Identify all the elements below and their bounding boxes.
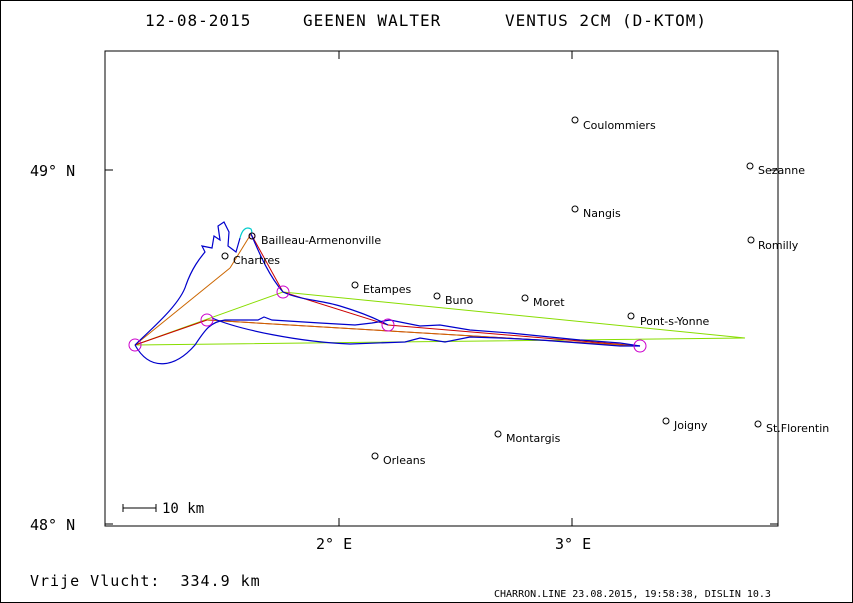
lat-label-48: 48° N xyxy=(30,516,75,534)
place-label-bailleau: Bailleau-Armenonville xyxy=(261,234,381,247)
lon-label-3: 3° E xyxy=(555,535,591,553)
place-label-orleans: Orleans xyxy=(383,454,426,467)
source-info: CHARRON.LINE 23.08.2015, 19:58:38, DISLI… xyxy=(494,589,771,600)
place-marker xyxy=(662,417,670,425)
lat-label-49: 49° N xyxy=(30,162,75,180)
place-label-montargis: Montargis xyxy=(506,432,561,445)
place-label-coulommiers: Coulommiers xyxy=(583,119,656,132)
place-marker xyxy=(571,116,579,124)
place-marker xyxy=(371,452,379,460)
scale-label: 10 km xyxy=(162,501,204,517)
place-marker xyxy=(521,294,529,302)
place-marker xyxy=(627,312,635,320)
place-label-moret: Moret xyxy=(533,296,565,309)
free-flight-distance: Vrije Vlucht: 334.9 km xyxy=(30,572,261,590)
turnpoint-circle xyxy=(381,318,395,332)
place-marker xyxy=(248,232,256,240)
place-marker xyxy=(433,292,441,300)
place-marker xyxy=(746,162,754,170)
turnpoint-circle xyxy=(200,313,214,327)
place-markers xyxy=(221,116,762,460)
place-label-joigny: Joigny xyxy=(673,419,708,432)
place-marker xyxy=(571,205,579,213)
place-marker xyxy=(754,420,762,428)
turnpoint-circle xyxy=(633,339,647,353)
place-label-romilly: Romilly xyxy=(758,239,799,252)
scale-bar xyxy=(122,504,157,512)
turnpoint-circle xyxy=(128,338,142,352)
place-label-sezanne: Sezanne xyxy=(758,164,805,177)
glider-name: VENTUS 2CM (D-KTOM) xyxy=(505,11,707,30)
place-marker xyxy=(351,281,359,289)
place-label-etampes: Etampes xyxy=(363,283,411,296)
flight-date: 12-08-2015 xyxy=(145,11,251,30)
place-marker xyxy=(494,430,502,438)
place-label-chartres: Chartres xyxy=(233,254,280,267)
flight-track xyxy=(134,221,641,365)
place-labels: Coulommiers Sezanne Nangis Romilly Baill… xyxy=(233,119,829,467)
place-marker xyxy=(747,236,755,244)
lon-label-2: 2° E xyxy=(316,535,352,553)
place-marker xyxy=(221,252,229,260)
plot-area xyxy=(104,50,779,527)
pilot-name: GEENEN WALTER xyxy=(303,11,441,30)
place-label-buno: Buno xyxy=(445,294,473,307)
place-label-st-florentin: St.Florentin xyxy=(766,422,829,435)
turnpoint-circle xyxy=(276,285,290,299)
place-label-nangis: Nangis xyxy=(583,207,621,220)
place-label-pont-s-yonne: Pont-s-Yonne xyxy=(640,315,710,328)
axis-ticks xyxy=(105,51,778,526)
